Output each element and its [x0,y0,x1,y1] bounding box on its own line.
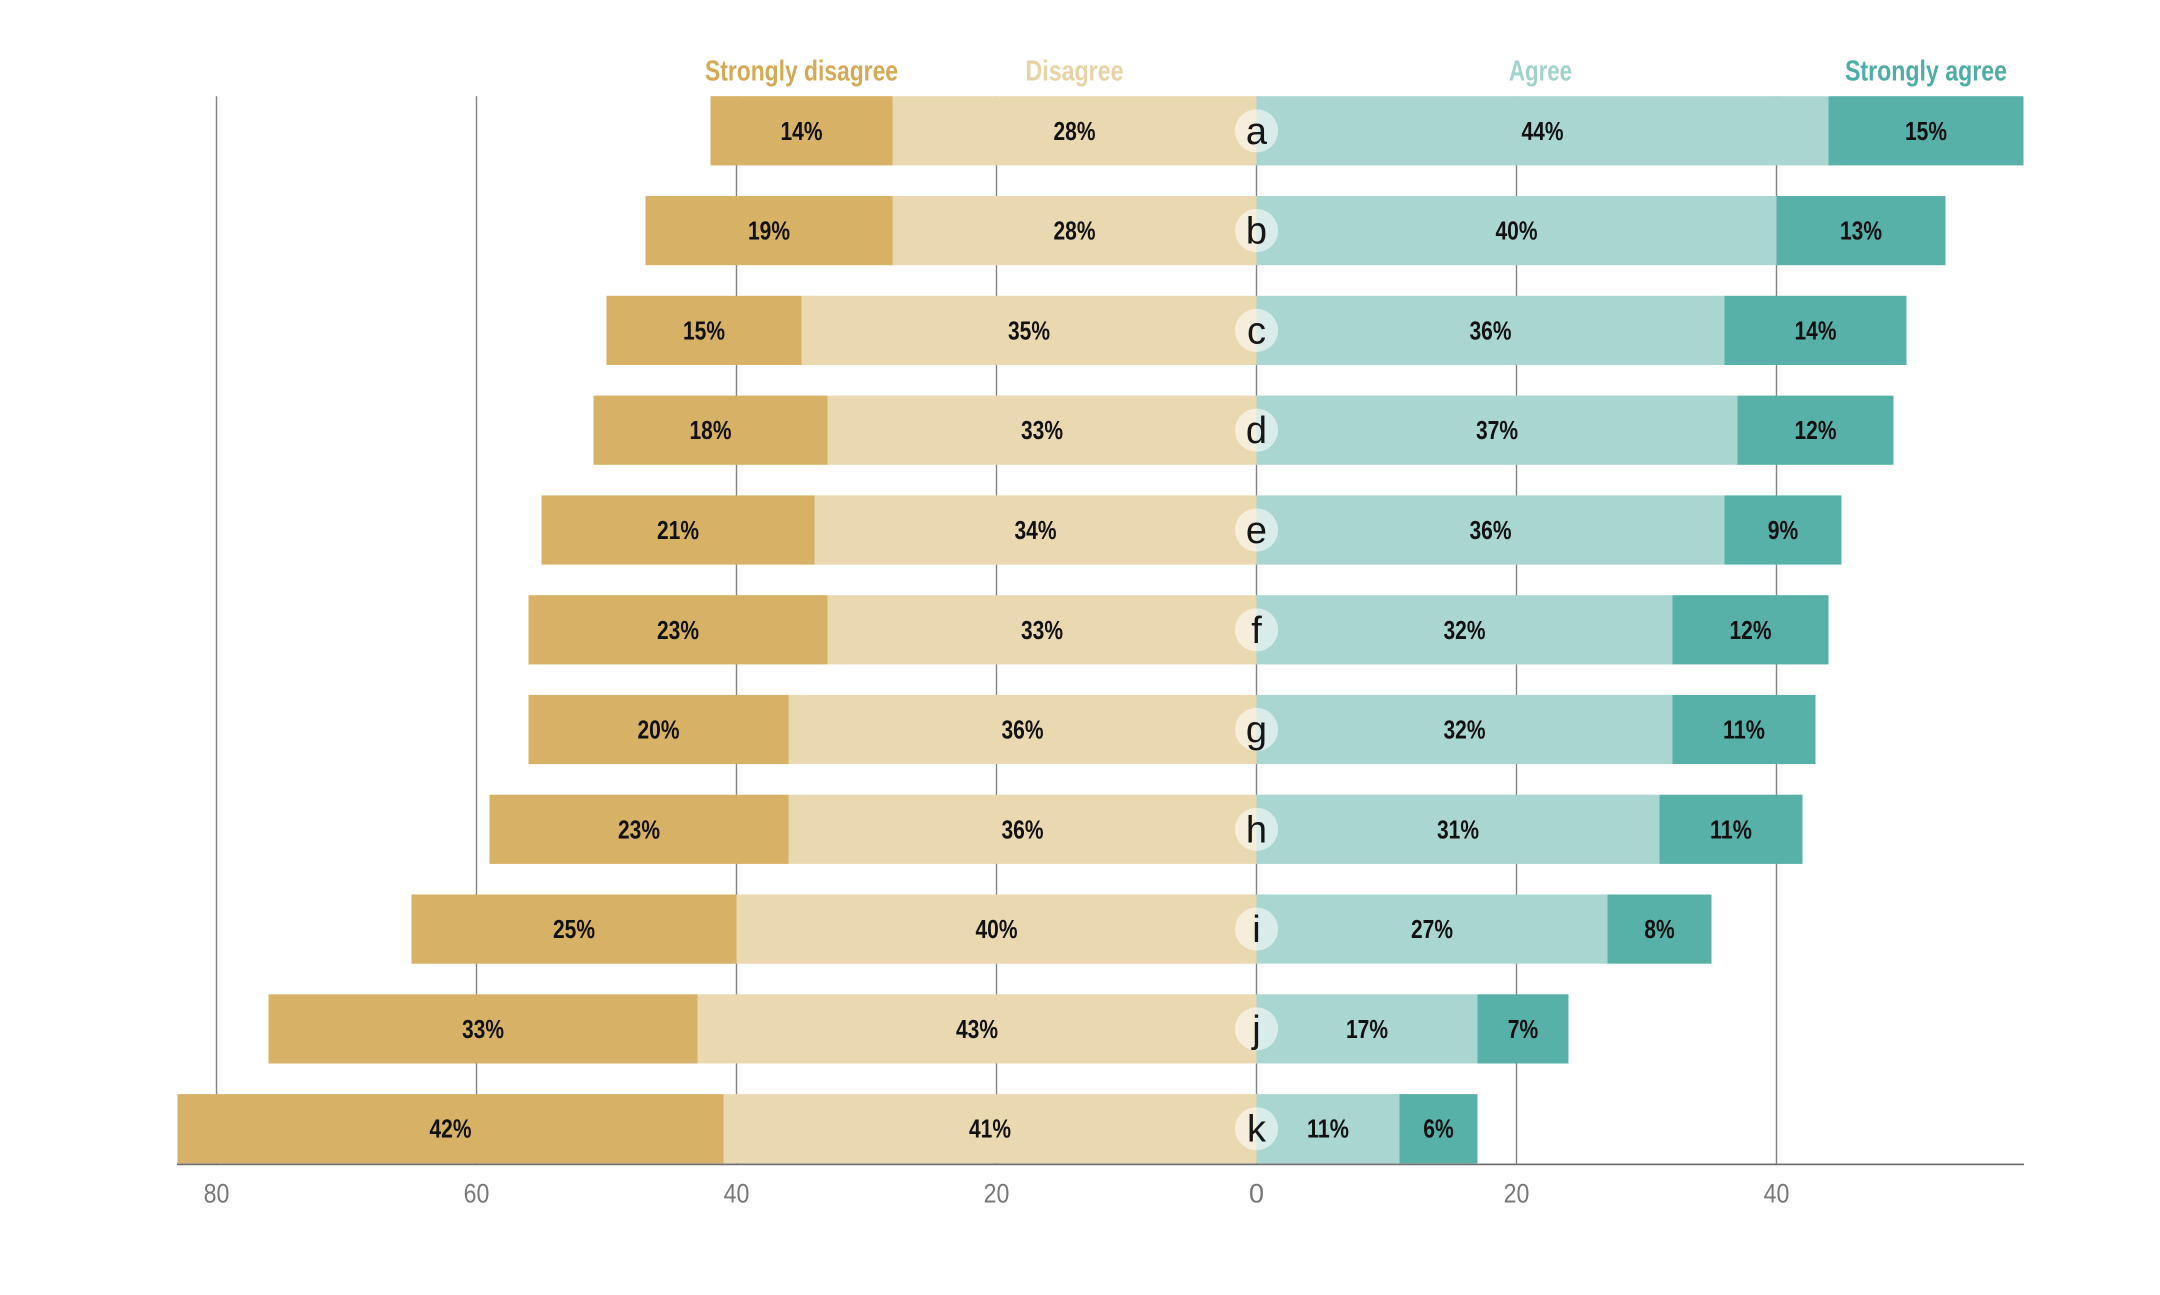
svg-text:40: 40 [724,1179,750,1209]
svg-text:31%: 31% [1437,814,1479,844]
svg-text:Disagree: Disagree [1026,55,1124,87]
svg-text:15%: 15% [683,315,725,345]
svg-text:17%: 17% [1346,1014,1388,1044]
svg-text:27%: 27% [1411,914,1453,944]
svg-text:21%: 21% [657,515,699,545]
svg-text:42%: 42% [430,1114,472,1144]
svg-text:h: h [1246,809,1267,851]
svg-text:a: a [1246,111,1268,153]
svg-text:12%: 12% [1795,415,1837,445]
svg-text:j: j [1251,1009,1260,1051]
svg-text:e: e [1246,510,1267,552]
svg-text:d: d [1246,410,1267,452]
svg-text:43%: 43% [956,1014,998,1044]
svg-text:44%: 44% [1522,116,1564,146]
svg-text:9%: 9% [1768,515,1798,545]
svg-text:36%: 36% [1470,315,1512,345]
svg-text:36%: 36% [1470,515,1512,545]
svg-text:18%: 18% [690,415,732,445]
svg-text:32%: 32% [1444,715,1486,745]
svg-text:14%: 14% [781,116,823,146]
svg-text:41%: 41% [969,1114,1011,1144]
svg-text:8%: 8% [1644,914,1674,944]
svg-text:33%: 33% [1021,615,1063,645]
svg-text:12%: 12% [1730,615,1772,645]
svg-text:k: k [1247,1109,1267,1151]
svg-text:23%: 23% [618,814,660,844]
svg-text:i: i [1252,909,1260,951]
svg-text:b: b [1246,211,1267,253]
svg-text:36%: 36% [1002,814,1044,844]
svg-text:28%: 28% [1054,216,1096,246]
svg-text:20%: 20% [638,715,680,745]
svg-text:80: 80 [204,1179,230,1209]
svg-text:40%: 40% [1496,216,1538,246]
svg-text:0: 0 [1249,1179,1264,1209]
svg-text:14%: 14% [1795,315,1837,345]
svg-text:11%: 11% [1307,1114,1349,1144]
svg-text:40: 40 [1764,1179,1790,1209]
svg-text:7%: 7% [1508,1014,1538,1044]
svg-text:33%: 33% [462,1014,504,1044]
svg-text:40%: 40% [976,914,1018,944]
svg-text:37%: 37% [1476,415,1518,445]
svg-text:c: c [1247,310,1266,352]
svg-text:23%: 23% [657,615,699,645]
svg-text:36%: 36% [1002,715,1044,745]
svg-text:25%: 25% [553,914,595,944]
svg-text:Strongly agree: Strongly agree [1845,55,2007,87]
svg-text:60: 60 [464,1179,490,1209]
svg-text:f: f [1251,610,1262,652]
svg-text:19%: 19% [748,216,790,246]
svg-text:Strongly disagree: Strongly disagree [705,55,898,87]
svg-text:33%: 33% [1021,415,1063,445]
svg-text:15%: 15% [1905,116,1947,146]
svg-text:20: 20 [984,1179,1010,1209]
svg-text:28%: 28% [1054,116,1096,146]
svg-text:20: 20 [1504,1179,1530,1209]
svg-text:32%: 32% [1444,615,1486,645]
svg-text:13%: 13% [1840,216,1882,246]
svg-text:Agree: Agree [1509,55,1572,87]
svg-text:11%: 11% [1710,814,1752,844]
svg-text:34%: 34% [1015,515,1057,545]
svg-text:g: g [1246,710,1267,752]
svg-text:35%: 35% [1008,315,1050,345]
svg-text:11%: 11% [1723,715,1765,745]
svg-text:6%: 6% [1423,1114,1453,1144]
